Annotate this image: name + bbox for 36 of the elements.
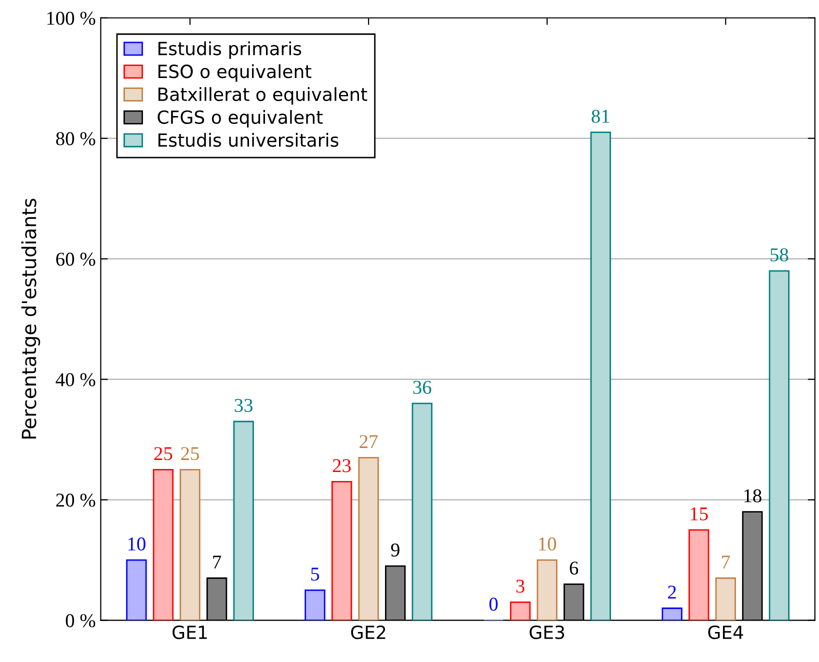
data-label: 10 xyxy=(539,537,556,551)
data-label: 5 xyxy=(311,568,320,581)
x-tick-label: GE2 xyxy=(351,625,386,640)
legend-label: Estudis primaris xyxy=(158,41,302,59)
data-label: 10 xyxy=(128,537,146,551)
legend-label: Estudis universitaris xyxy=(158,132,338,147)
x-tick-label: GE3 xyxy=(530,625,564,640)
data-label: 81 xyxy=(592,110,610,123)
legend-label: Batxillerat o equivalent xyxy=(158,87,368,105)
y-tick-label: 20 % xyxy=(56,494,96,507)
data-label: 27 xyxy=(360,435,378,448)
data-label: 18 xyxy=(744,489,762,502)
data-label: 6 xyxy=(570,562,578,575)
y-axis-title: Percentatge d'estudiants xyxy=(21,198,40,438)
data-label: 23 xyxy=(332,459,351,472)
data-label: 15 xyxy=(690,507,708,520)
data-label: 58 xyxy=(770,248,788,262)
data-label: 0 xyxy=(489,598,498,611)
data-label: 7 xyxy=(722,556,730,568)
data-label: 7 xyxy=(213,556,222,568)
data-label: 2 xyxy=(668,586,676,599)
x-tick-label: GE1 xyxy=(172,625,207,640)
y-tick-label: 60 % xyxy=(56,252,96,266)
data-label: 25 xyxy=(181,447,199,460)
y-tick-label: 40 % xyxy=(56,373,96,386)
x-tick-label: GE4 xyxy=(708,625,744,640)
legend-label: ESO o equivalent xyxy=(158,64,312,82)
data-label: 33 xyxy=(234,398,253,412)
y-tick-label: 0 % xyxy=(66,614,96,628)
data-label: 3 xyxy=(516,580,524,593)
data-label: 9 xyxy=(391,544,400,557)
y-tick-label: 100 % xyxy=(47,12,96,25)
data-label: 36 xyxy=(413,380,432,394)
y-tick-label: 80 % xyxy=(56,132,96,146)
legend-label: CFGS o equivalent xyxy=(158,110,323,128)
data-label: 25 xyxy=(154,447,172,460)
